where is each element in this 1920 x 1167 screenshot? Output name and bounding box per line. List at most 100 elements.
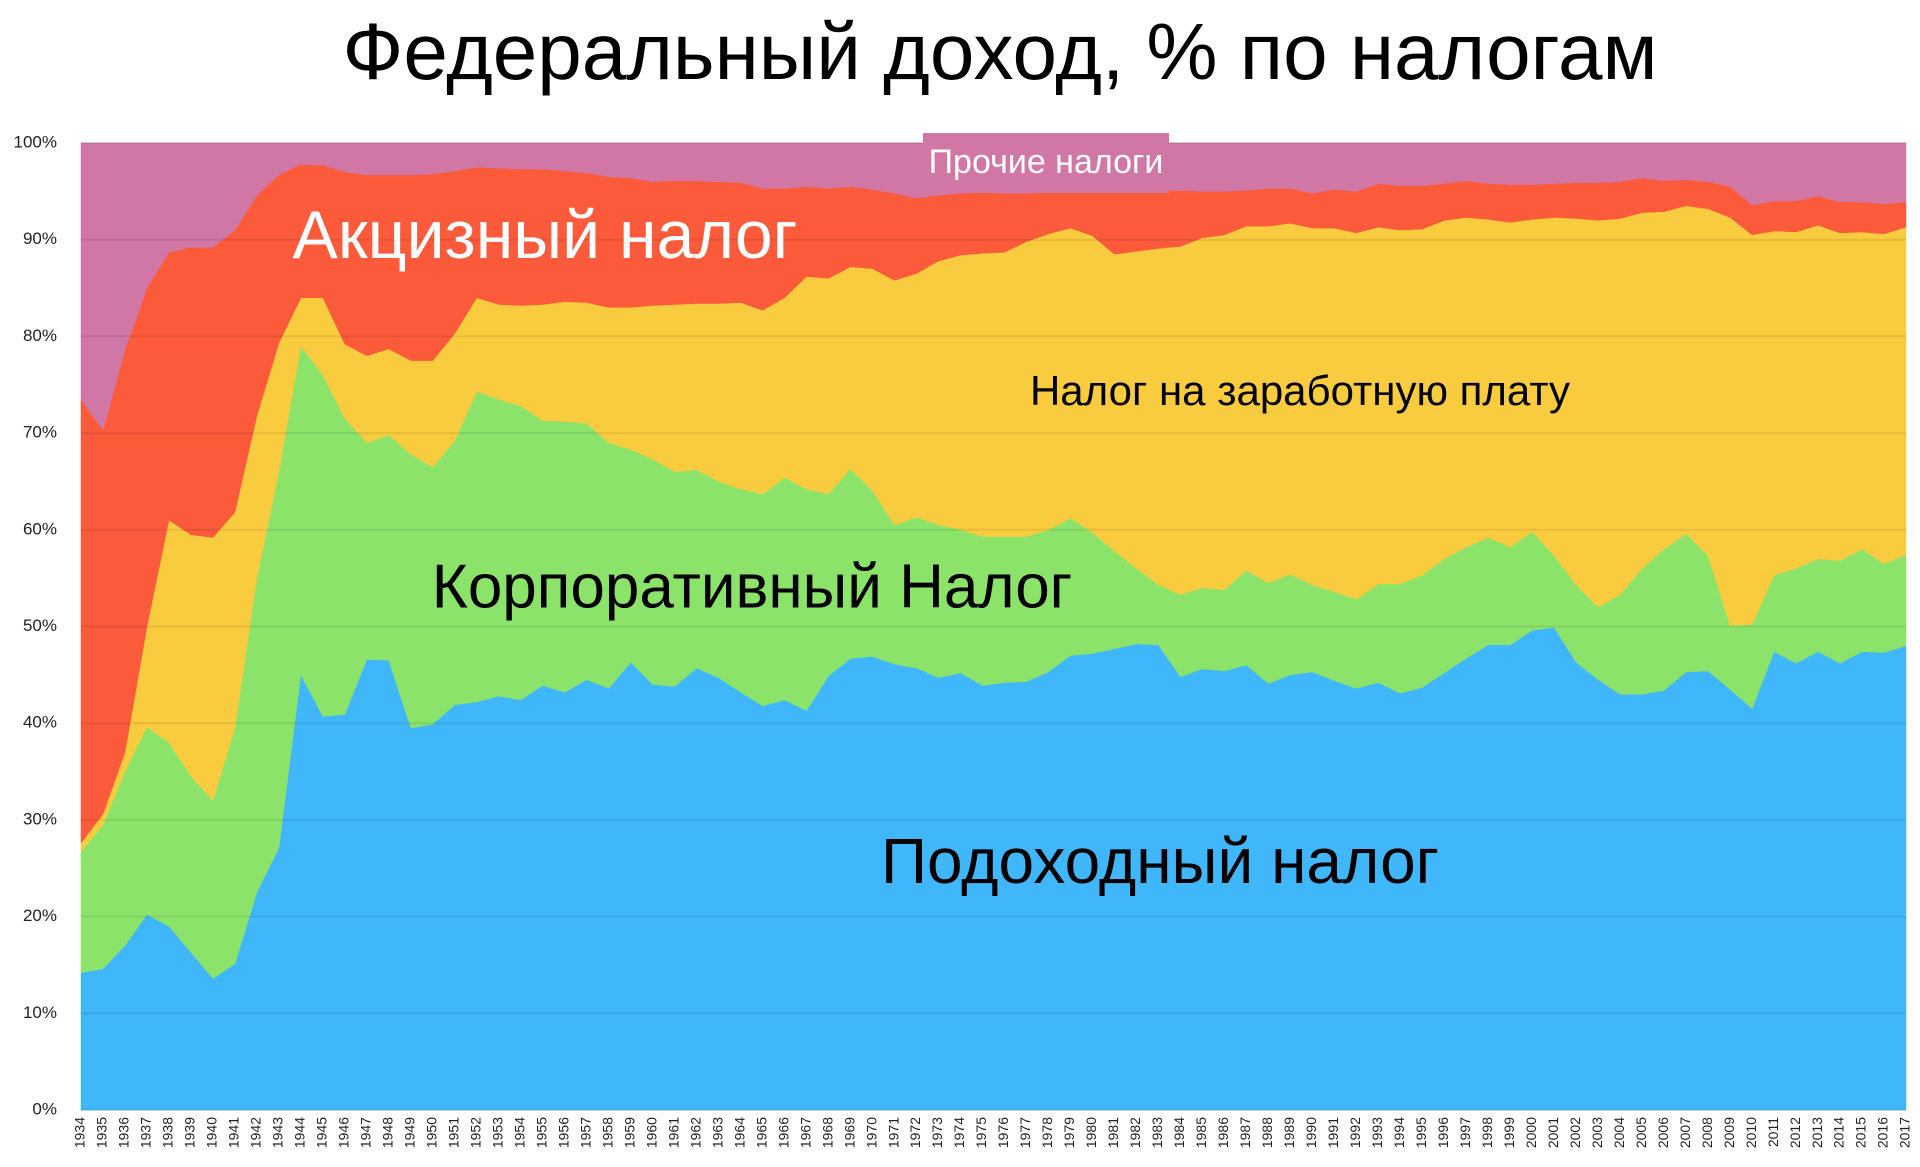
x-tick-label: 2014 <box>1831 1117 1847 1148</box>
x-tick-label: 1968 <box>819 1117 835 1148</box>
x-tick-label: 1990 <box>1303 1117 1319 1148</box>
x-tick-label: 1939 <box>182 1117 198 1148</box>
x-tick-label: 2015 <box>1853 1117 1869 1148</box>
x-tick-label: 1985 <box>1193 1117 1209 1148</box>
x-tick-label: 1944 <box>292 1117 308 1148</box>
x-tick-label: 1972 <box>907 1117 923 1148</box>
x-tick-label: 1992 <box>1347 1117 1363 1148</box>
x-tick-label: 2003 <box>1589 1117 1605 1148</box>
x-tick-label: 1950 <box>424 1117 440 1148</box>
y-tick-label: 90% <box>23 229 57 248</box>
x-tick-label: 1956 <box>555 1117 571 1148</box>
x-tick-label: 1942 <box>248 1117 264 1148</box>
x-tick-label: 1964 <box>731 1117 747 1148</box>
y-tick-label: 40% <box>23 713 57 732</box>
x-tick-label: 1959 <box>621 1117 637 1148</box>
x-tick-label: 1971 <box>885 1117 901 1148</box>
series-label: Налог на заработную плату <box>1030 367 1570 414</box>
y-tick-label: 60% <box>23 519 57 538</box>
series-label: Корпоративный Налог <box>432 552 1073 621</box>
x-tick-label: 1973 <box>929 1117 945 1148</box>
x-tick-label: 1978 <box>1039 1117 1055 1148</box>
x-tick-label: 1981 <box>1105 1117 1121 1148</box>
x-tick-label: 1961 <box>665 1117 681 1148</box>
x-tick-label: 2016 <box>1875 1117 1891 1148</box>
x-tick-label: 2000 <box>1523 1117 1539 1148</box>
x-tick-label: 1974 <box>951 1117 967 1148</box>
x-tick-label: 1977 <box>1017 1117 1033 1148</box>
x-tick-label: 1967 <box>797 1117 813 1148</box>
x-tick-label: 1954 <box>511 1117 527 1148</box>
x-tick-label: 1937 <box>138 1117 154 1148</box>
x-tick-label: 1962 <box>687 1117 703 1148</box>
x-tick-label: 1976 <box>995 1117 1011 1148</box>
x-tick-label: 2008 <box>1699 1117 1715 1148</box>
label-box <box>923 133 1169 193</box>
x-tick-label: 1969 <box>841 1117 857 1148</box>
x-tick-label: 1982 <box>1127 1117 1143 1148</box>
x-tick-label: 1999 <box>1501 1117 1517 1148</box>
x-tick-label: 1951 <box>445 1117 461 1148</box>
x-tick-label: 1965 <box>753 1117 769 1148</box>
x-tick-label: 1993 <box>1369 1117 1385 1148</box>
y-tick-label: 0% <box>32 1099 57 1118</box>
y-tick-label: 80% <box>23 326 57 345</box>
x-tick-label: 1988 <box>1259 1117 1275 1148</box>
x-tick-label: 1946 <box>336 1117 352 1148</box>
series-label: Подоходный налог <box>881 825 1439 897</box>
x-tick-label: 2007 <box>1677 1117 1693 1148</box>
x-tick-label: 2005 <box>1633 1117 1649 1148</box>
x-tick-label: 1940 <box>204 1117 220 1148</box>
y-tick-label: 30% <box>23 809 57 828</box>
x-tick-label: 2013 <box>1809 1117 1825 1148</box>
x-tick-label: 1996 <box>1435 1117 1451 1148</box>
x-tick-label: 1948 <box>380 1117 396 1148</box>
y-tick-label: 10% <box>23 1003 57 1022</box>
x-tick-label: 1987 <box>1237 1117 1253 1148</box>
x-tick-label: 2001 <box>1545 1117 1561 1148</box>
series-label: Прочие налоги <box>929 143 1164 181</box>
x-tick-label: 1945 <box>314 1117 330 1148</box>
x-tick-label: 2010 <box>1743 1117 1759 1148</box>
x-tick-label: 1984 <box>1171 1117 1187 1148</box>
x-tick-label: 1935 <box>94 1117 110 1148</box>
x-tick-label: 2002 <box>1567 1117 1583 1148</box>
x-tick-label: 1997 <box>1457 1117 1473 1148</box>
x-tick-label: 2011 <box>1765 1117 1781 1147</box>
y-tick-label: 50% <box>23 616 57 635</box>
y-tick-label: 20% <box>23 906 57 925</box>
x-tick-label: 1952 <box>467 1117 483 1148</box>
x-tick-label: 1980 <box>1083 1117 1099 1148</box>
x-tick-label: 1934 <box>72 1117 88 1148</box>
x-tick-label: 1983 <box>1149 1117 1165 1148</box>
x-tick-label: 1943 <box>270 1117 286 1148</box>
x-tick-label: 1936 <box>116 1117 132 1148</box>
x-tick-label: 1979 <box>1061 1117 1077 1148</box>
x-tick-label: 1949 <box>402 1117 418 1148</box>
x-tick-label: 2012 <box>1787 1117 1803 1148</box>
y-tick-label: 100% <box>14 132 57 151</box>
x-tick-label: 2006 <box>1655 1117 1671 1148</box>
x-tick-label: 1960 <box>643 1117 659 1148</box>
area <box>80 142 1907 431</box>
x-tick-label: 1989 <box>1281 1117 1297 1148</box>
x-tick-label: 1995 <box>1413 1117 1429 1148</box>
x-tick-label: 2009 <box>1721 1117 1737 1148</box>
chart-title: Федеральный доход, % по налогам <box>343 7 1658 96</box>
x-tick-label: 1941 <box>226 1117 242 1148</box>
x-tick-label: 1998 <box>1479 1117 1495 1148</box>
x-tick-label: 1986 <box>1215 1117 1231 1148</box>
x-tick-label: 1963 <box>709 1117 725 1148</box>
x-tick-label: 1958 <box>599 1117 615 1148</box>
x-tick-label: 1938 <box>160 1117 176 1148</box>
x-tick-label: 1955 <box>533 1117 549 1148</box>
x-tick-label: 1947 <box>358 1117 374 1148</box>
x-tick-label: 2004 <box>1611 1117 1627 1148</box>
x-tick-label: 1953 <box>489 1117 505 1148</box>
x-tick-label: 1970 <box>863 1117 879 1148</box>
x-tick-label: 2017 <box>1897 1117 1913 1148</box>
x-tick-label: 1966 <box>775 1117 791 1148</box>
series-label: Акцизный налог <box>293 197 798 273</box>
